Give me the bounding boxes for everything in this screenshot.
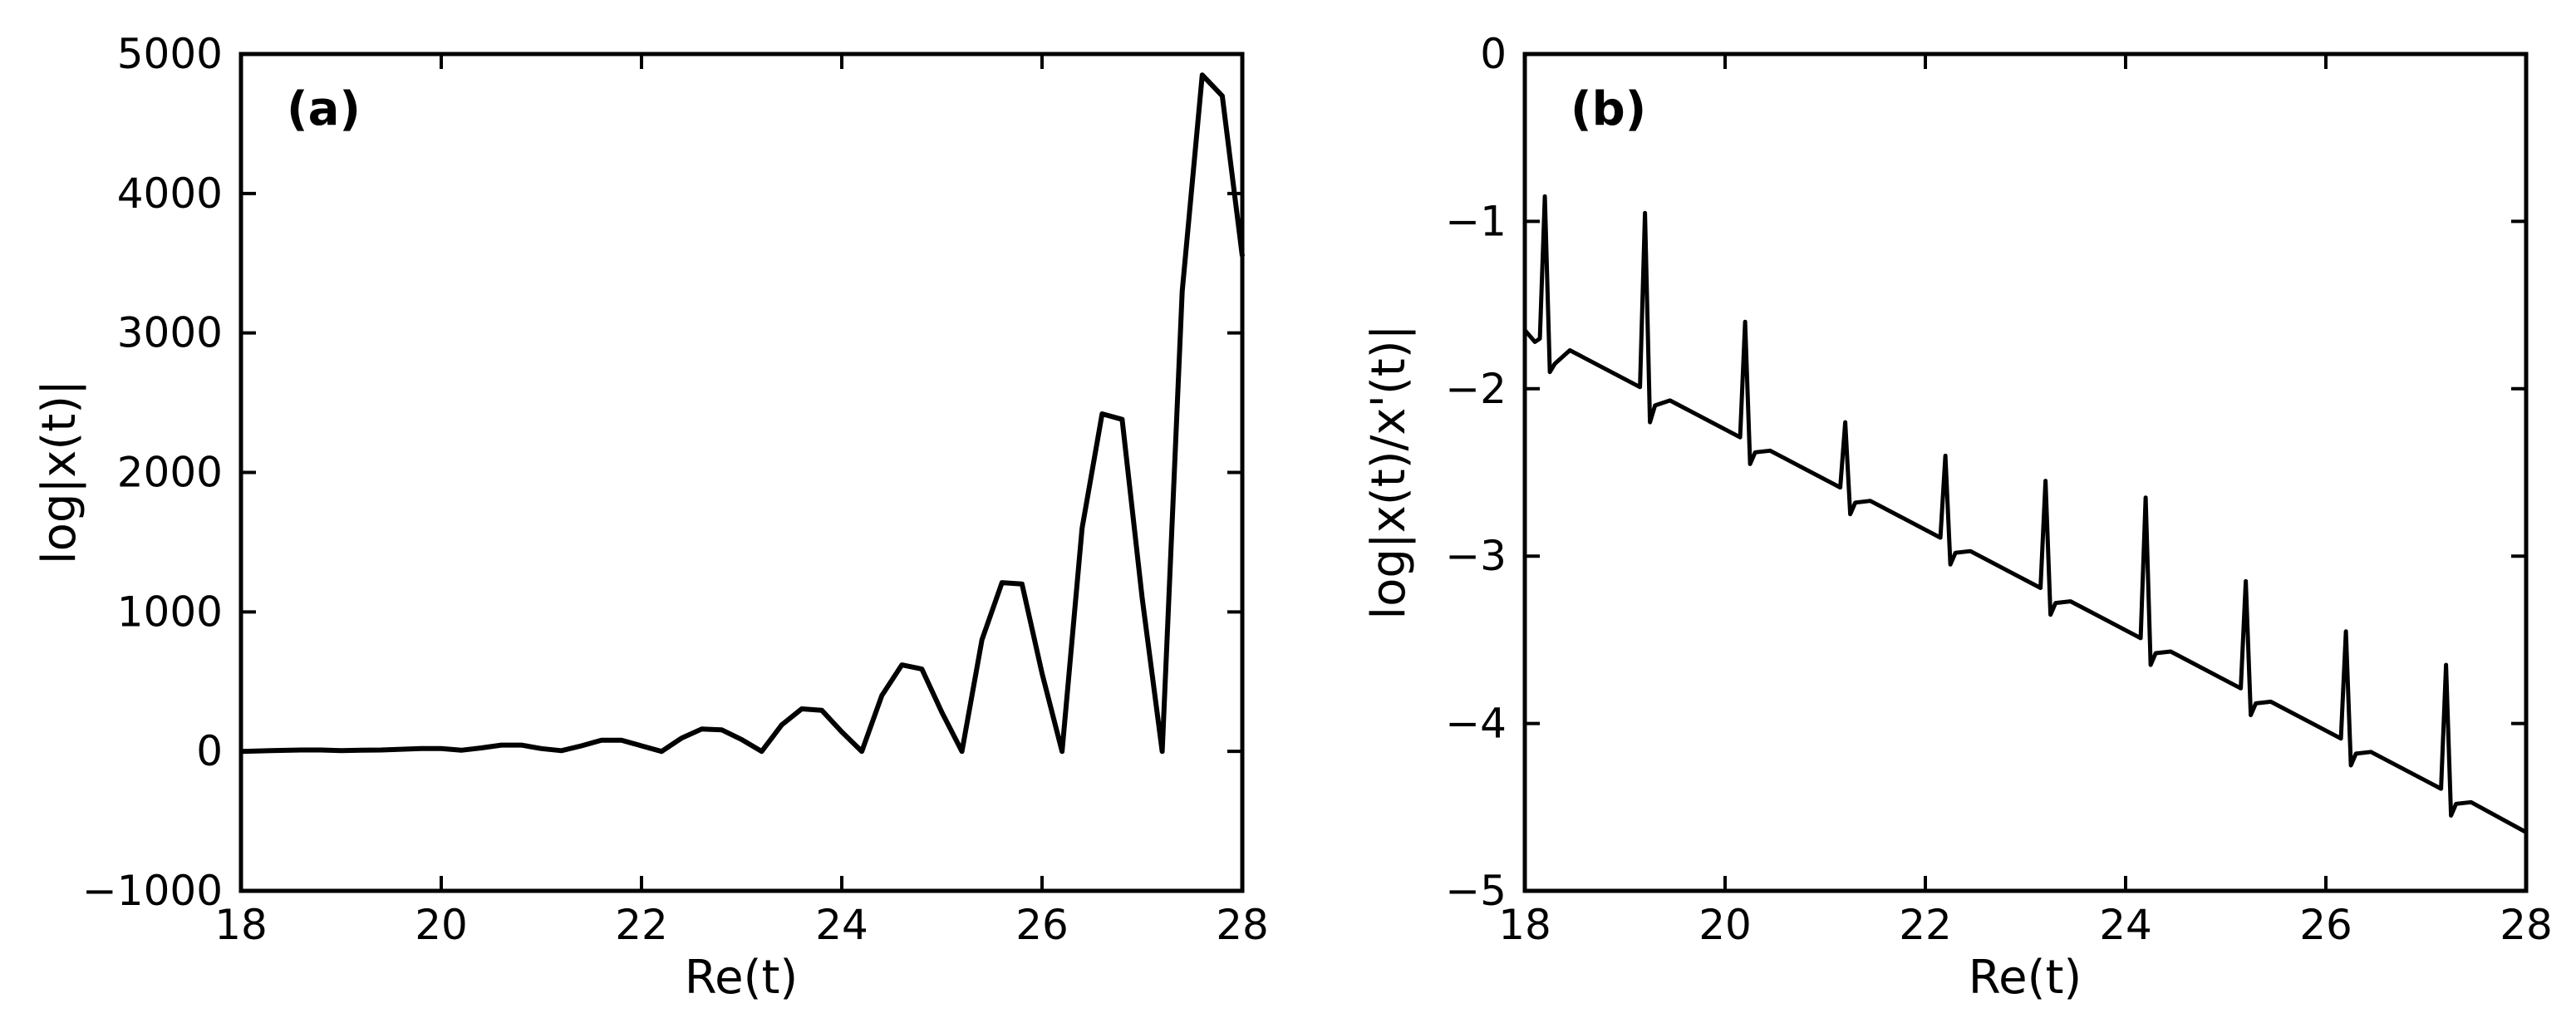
panel-b-y-axis-label: log|x(t)/x'(t)| [1362, 325, 1416, 620]
panel-b-x-tick-label: 22 [1899, 901, 1952, 949]
panel-b-plot-frame [1522, 52, 2529, 893]
panel-a-chart: 18 20 22 24 26 28 −1000 0 1000 2000 3000 4000 5000 (… [32, 30, 1269, 1005]
panel-a-y-tick-label: −1000 [82, 867, 223, 915]
panel-b-y-tick-label: −4 [1445, 700, 1507, 748]
panel-a-x-axis-label: Re(t) [685, 951, 799, 1005]
panel-a-y-tick-label: 0 [196, 727, 223, 775]
panel-b-x-tick-label: 28 [2500, 901, 2553, 949]
panel-b-y-tick-label: −1 [1445, 197, 1507, 245]
panel-b-series-line [1523, 194, 2528, 834]
panel-a-y-tick-label: 4000 [117, 170, 223, 218]
panel-a-x-tick-label: 18 [214, 901, 268, 949]
panel-b-x-tick-label: 18 [1498, 901, 1551, 949]
panel-b-label: (b) [1571, 82, 1646, 136]
panel-b-x-axis-label: Re(t) [1969, 951, 2082, 1005]
panel-a-x-tick-label: 22 [615, 901, 668, 949]
panel-a-x-tick-label: 24 [815, 901, 868, 949]
panel-a-x-tick-label: 28 [1216, 901, 1269, 949]
panel-a-series-line [240, 72, 1245, 755]
panel-a-y-tick-label: 3000 [117, 309, 223, 357]
panel-b-y-tick-label: −3 [1445, 532, 1507, 580]
panel-b-ticks: 18 20 22 24 26 28 −5 −4 −3 −2 −1 0 [1445, 30, 2553, 949]
panel-b-x-tick-label: 26 [2299, 901, 2352, 949]
panel-b-x-tick-label: 24 [2099, 901, 2152, 949]
panel-a-y-axis-label: log|x(t)| [32, 380, 86, 564]
panel-a-ticks: 18 20 22 24 26 28 −1000 0 1000 2000 3000 4000 5000 [82, 30, 1269, 949]
panel-a-x-tick-label: 26 [1015, 901, 1069, 949]
panel-a-label: (a) [287, 82, 361, 136]
panel-b-y-tick-label: −2 [1445, 365, 1507, 413]
panel-b-y-tick-label: −5 [1445, 867, 1507, 915]
panel-a-y-tick-label: 1000 [117, 588, 223, 636]
panel-a-y-tick-label: 2000 [117, 449, 223, 497]
panel-b-x-tick-label: 20 [1698, 901, 1752, 949]
panel-a-y-tick-label: 5000 [117, 30, 223, 78]
panel-b-chart: 18 20 22 24 26 28 −5 −4 −3 −2 −1 0 (b) Re(t) log|x(… [1362, 30, 2553, 1005]
panel-a-x-tick-label: 20 [415, 901, 468, 949]
panel-b-y-tick-label: 0 [1480, 30, 1507, 78]
